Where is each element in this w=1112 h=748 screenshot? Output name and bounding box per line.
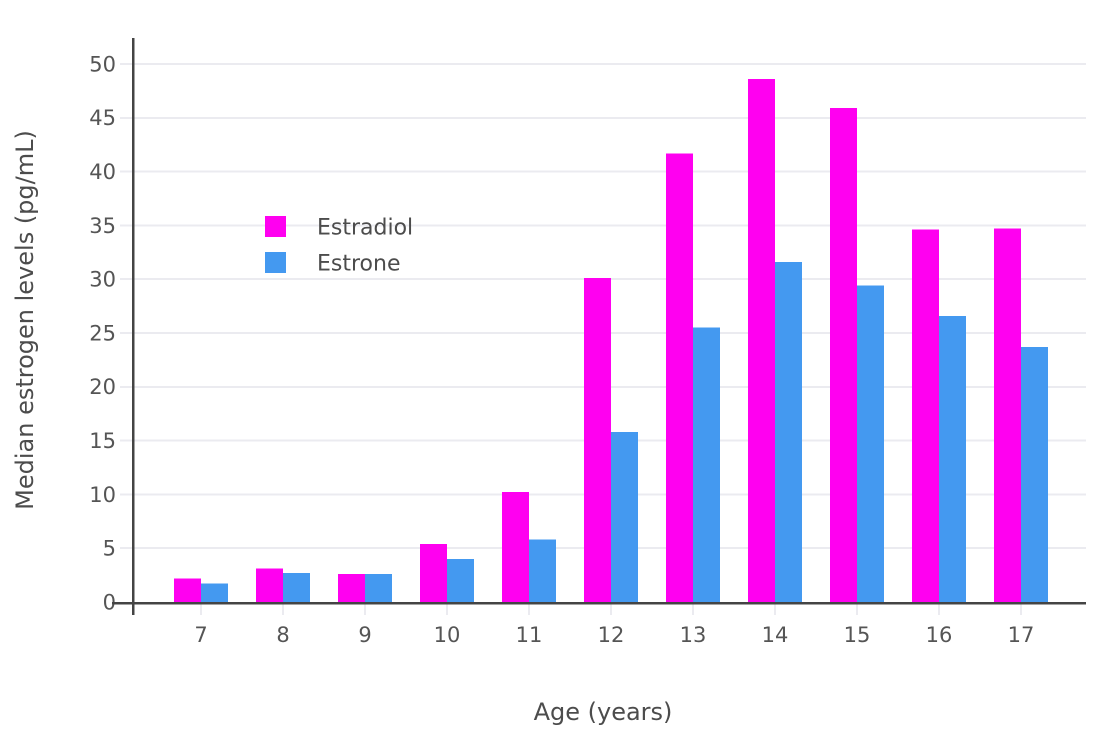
x-tick-label: 10 <box>434 623 461 647</box>
bar-estrone-age-11 <box>529 539 556 602</box>
x-tick-label: 11 <box>516 623 543 647</box>
x-tick-label: 16 <box>926 623 953 647</box>
y-tick-label: 45 <box>89 106 116 130</box>
y-tick-label: 25 <box>89 321 116 345</box>
bar-estradiol-age-8 <box>256 568 283 602</box>
bar-estradiol-age-13 <box>666 153 693 603</box>
bar-estradiol-age-7 <box>174 578 201 602</box>
legend-label-estrone[interactable]: Estrone <box>317 252 401 277</box>
bar-estradiol-age-15 <box>830 108 857 602</box>
bar-estradiol-age-11 <box>502 492 529 602</box>
x-tick-label: 8 <box>276 623 289 647</box>
bar-estrone-age-10 <box>447 558 474 602</box>
bar-estrone-age-9 <box>365 574 392 602</box>
x-tick-label: 15 <box>844 623 871 647</box>
y-axis-title: Median estrogen levels (pg/mL) <box>11 130 39 510</box>
bar-estrone-age-8 <box>283 572 310 602</box>
y-tick-label: 10 <box>89 483 116 507</box>
bar-estrone-age-13 <box>693 327 720 602</box>
y-tick-label: 15 <box>89 429 116 453</box>
bar-estrone-age-16 <box>939 315 966 602</box>
bar-estradiol-age-9 <box>338 574 365 602</box>
y-tick-label: 20 <box>89 375 116 399</box>
bar-estradiol-age-16 <box>912 229 939 603</box>
x-tick-label: 13 <box>680 623 707 647</box>
bar-estrone-age-7 <box>201 583 228 602</box>
y-tick-label: 35 <box>89 214 116 238</box>
bar-estrone-age-15 <box>857 285 884 602</box>
y-tick-label: 5 <box>103 537 116 561</box>
y-tick-label: 0 <box>103 590 116 614</box>
x-tick-label: 17 <box>1008 623 1035 647</box>
bar-estrone-age-17 <box>1021 346 1048 602</box>
bar-estrone-age-12 <box>611 431 638 602</box>
x-tick-label: 12 <box>598 623 625 647</box>
bar-estradiol-age-17 <box>994 228 1021 603</box>
x-tick-label: 7 <box>194 623 207 647</box>
bar-estrone-age-14 <box>775 261 802 602</box>
legend-swatch-estrone[interactable] <box>265 252 286 273</box>
bar-estradiol-age-10 <box>420 543 447 602</box>
x-tick-label: 9 <box>358 623 371 647</box>
y-tick-label: 50 <box>89 52 116 76</box>
bar-estradiol-age-14 <box>748 79 775 602</box>
y-tick-label: 40 <box>89 160 116 184</box>
y-tick-label: 30 <box>89 268 116 292</box>
x-axis-title: Age (years) <box>534 698 673 726</box>
bar-estradiol-age-12 <box>584 278 611 602</box>
x-tick-label: 14 <box>762 623 789 647</box>
legend-label-estradiol[interactable]: Estradiol <box>317 216 413 241</box>
legend-swatch-estradiol[interactable] <box>265 216 286 237</box>
